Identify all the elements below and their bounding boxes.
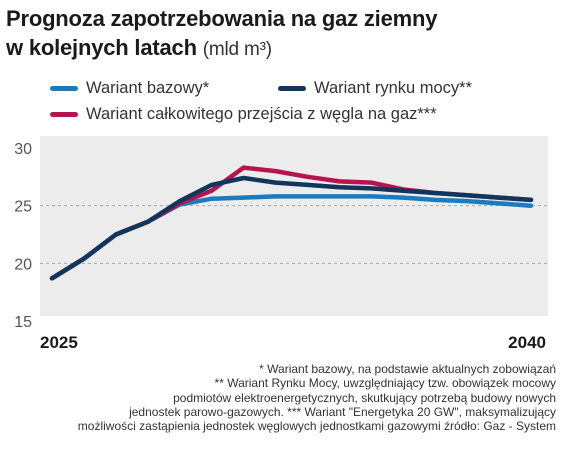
footnote-line: podmiotów elektroenergetycznych, skutkuj… [173,390,556,405]
legend-item-rynku-mocy: Wariant rynku mocy** [278,77,472,99]
footnote-line: możliwości zastąpienia jednostek węglowy… [77,419,556,434]
unit-label: (mld m³) [202,39,272,60]
footnotes: * Wariant bazowy, na podstawie aktualnyc… [4,362,556,433]
chart-title: Prognoza zapotrzebowania na gaz ziemny w… [6,4,558,64]
y-tick-label: 25 [14,199,32,216]
y-tick-label: 15 [14,314,32,331]
legend-swatch-przejscia [50,111,78,117]
plot-area [40,136,548,316]
legend-label-rynku-mocy: Wariant rynku mocy** [314,78,473,97]
legend-item-bazowy: Wariant bazowy* [50,77,209,99]
series-line-1 [49,194,534,281]
title-line-2-text: w kolejnych latach [6,35,197,60]
legend-label-bazowy: Wariant bazowy* [86,78,210,97]
y-tick-label: 20 [14,256,32,273]
legend-label-przejscia: Wariant całkowitego przejścia z węgla na… [86,104,437,123]
legend-swatch-rynku-mocy [278,85,306,91]
x-tick-label: 2040 [508,333,546,352]
legend-swatch-bazowy [50,85,78,91]
footnote-line: * Wariant bazowy, na podstawie aktualnyc… [259,362,556,376]
title-line-1: Prognoza zapotrzebowania na gaz ziemny [6,6,438,31]
series-line-2 [49,175,534,281]
x-tick-label: 2025 [40,333,78,352]
footnote-line: ** Wariant Rynku Mocy, uwzględniający tz… [214,376,556,391]
y-tick-label: 30 [14,141,32,158]
legend-item-przejscia: Wariant całkowitego przejścia z węgla na… [50,103,437,125]
title-line-2: w kolejnych latach (mld m³) [6,33,558,64]
footnote-line: jednostek parowo-gazowych. *** Wariant "… [129,404,556,419]
